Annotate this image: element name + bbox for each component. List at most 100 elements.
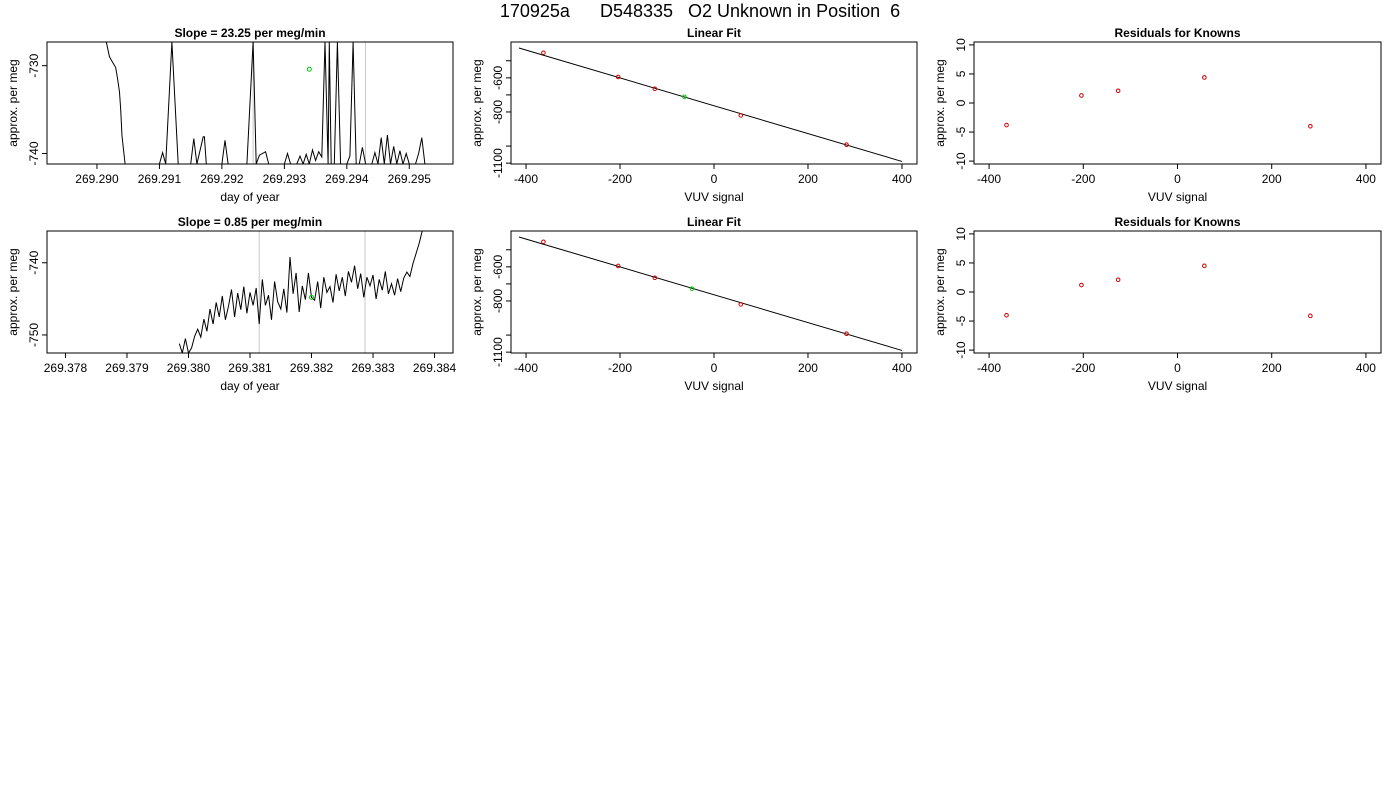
x-tick-label: 269.378 bbox=[44, 361, 88, 375]
x-tick-label: 0 bbox=[1174, 361, 1181, 375]
known-point bbox=[1115, 88, 1121, 94]
known-point bbox=[1079, 282, 1084, 288]
y-tick-label: -800 bbox=[491, 289, 505, 313]
x-tick-label: -200 bbox=[608, 172, 632, 186]
y-tick-label: -730 bbox=[27, 53, 41, 77]
highlight-point bbox=[306, 66, 312, 72]
plot-data bbox=[178, 231, 423, 353]
known-point bbox=[1004, 312, 1009, 318]
x-tick-label: -400 bbox=[514, 172, 538, 186]
plot-data bbox=[1004, 75, 1313, 129]
fit-line bbox=[518, 47, 903, 162]
page-title: 170925a D548335 O2 Unknown in Position 6 bbox=[499, 1, 901, 21]
x-axis-label: day of year bbox=[220, 379, 279, 393]
fit-line bbox=[518, 236, 903, 351]
x-tick-label: -200 bbox=[1071, 361, 1095, 375]
x-tick-label: 200 bbox=[1262, 361, 1282, 375]
known-point bbox=[844, 142, 849, 148]
known-point bbox=[652, 275, 658, 281]
x-tick-label: 269.292 bbox=[200, 172, 244, 186]
chart-title: Residuals for Knowns bbox=[1114, 26, 1240, 40]
y-axis-label: approx. per meg bbox=[6, 59, 20, 146]
y-tick-label: -750 bbox=[27, 323, 41, 347]
x-axis-label: VUV signal bbox=[684, 379, 743, 393]
known-point bbox=[652, 86, 658, 92]
known-point bbox=[1202, 75, 1207, 80]
known-point bbox=[1308, 123, 1313, 129]
y-tick-label: -740 bbox=[27, 141, 41, 165]
y-tick-label: 0 bbox=[954, 99, 968, 106]
known-point bbox=[1202, 263, 1207, 269]
x-axis-label: VUV signal bbox=[1148, 379, 1207, 393]
known-point bbox=[1115, 277, 1121, 283]
x-tick-label: 400 bbox=[1356, 361, 1376, 375]
highlight-point bbox=[309, 294, 315, 300]
x-tick-label: -200 bbox=[1071, 172, 1095, 186]
plot-frame bbox=[46, 41, 454, 165]
x-axis-label: VUV signal bbox=[1148, 190, 1207, 204]
series-line bbox=[178, 231, 423, 353]
chart-panel-4: Slope = 0.85 per meg/min 269.378 269.379 26… bbox=[6, 215, 457, 393]
known-point bbox=[541, 50, 546, 56]
known-point bbox=[615, 74, 621, 80]
unknown-point bbox=[682, 94, 687, 100]
y-tick-label: -1100 bbox=[491, 148, 505, 178]
y-tick-label: -740 bbox=[27, 250, 41, 274]
chart-panel-3: Residuals for Knowns -400 -200 0 200 400 -10 -5… bbox=[933, 26, 1382, 204]
chart-panel-2: Linear Fit -400 -200 0 200 400 -1100 -800 -600 VU… bbox=[470, 26, 918, 204]
plot-frame bbox=[510, 41, 918, 165]
x-tick-label: 0 bbox=[711, 172, 718, 186]
plot-data bbox=[518, 47, 903, 162]
known-point bbox=[1079, 93, 1084, 98]
y-tick-label: -600 bbox=[491, 66, 505, 90]
plot-frame bbox=[46, 230, 454, 354]
unknown-point bbox=[689, 286, 695, 291]
x-tick-label: 269.380 bbox=[167, 361, 211, 375]
x-tick-label: 269.295 bbox=[388, 172, 432, 186]
y-tick-label: 5 bbox=[954, 259, 968, 266]
chart-title: Slope = 0.85 per meg/min bbox=[178, 215, 322, 229]
y-tick-label: -10 bbox=[954, 152, 968, 170]
known-point bbox=[1004, 122, 1009, 128]
x-tick-label: 0 bbox=[711, 361, 718, 375]
x-tick-label: 400 bbox=[892, 172, 912, 186]
known-point bbox=[738, 302, 744, 307]
x-tick-label: 269.290 bbox=[75, 172, 119, 186]
plot-data bbox=[1004, 263, 1313, 319]
y-axis-label: approx. per meg bbox=[933, 59, 947, 146]
y-tick-label: -1100 bbox=[491, 337, 505, 367]
x-tick-label: 0 bbox=[1174, 172, 1181, 186]
x-tick-label: 200 bbox=[1262, 172, 1282, 186]
y-tick-label: 0 bbox=[954, 288, 968, 295]
y-tick-label: -5 bbox=[954, 315, 968, 326]
series-line bbox=[158, 42, 179, 164]
x-tick-label: -400 bbox=[977, 361, 1001, 375]
plot-frame bbox=[973, 41, 1382, 165]
x-tick-label: -400 bbox=[977, 172, 1001, 186]
series-line bbox=[283, 42, 367, 164]
x-tick-label: 269.381 bbox=[228, 361, 272, 375]
chart-title: Slope = 23.25 per meg/min bbox=[174, 26, 325, 40]
chart-panel-1: Slope = 23.25 per meg/min 269.290 269.291 2… bbox=[6, 26, 454, 204]
known-point bbox=[615, 263, 621, 269]
y-tick-label: 10 bbox=[954, 227, 968, 241]
x-tick-label: 200 bbox=[798, 172, 818, 186]
y-tick-label: -5 bbox=[954, 126, 968, 137]
series-line bbox=[371, 134, 426, 164]
series-line bbox=[190, 136, 210, 164]
x-tick-label: 269.379 bbox=[105, 361, 149, 375]
plot-data bbox=[518, 236, 903, 351]
x-tick-label: -200 bbox=[608, 361, 632, 375]
x-tick-label: 200 bbox=[798, 361, 818, 375]
x-tick-label: 269.293 bbox=[263, 172, 307, 186]
y-axis-label: approx. per meg bbox=[470, 248, 484, 335]
x-tick-label: 269.291 bbox=[138, 172, 182, 186]
chart-title: Linear Fit bbox=[687, 26, 741, 40]
series-line bbox=[221, 42, 272, 164]
known-point bbox=[738, 113, 744, 118]
known-point bbox=[541, 239, 546, 245]
chart-panel-5: Linear Fit -400 -200 0 200 400 -1100 -800 -600 VU… bbox=[470, 215, 918, 393]
y-tick-label: -600 bbox=[491, 255, 505, 279]
chart-panel-6: Residuals for Knowns -400 -200 0 200 400 -10 -5… bbox=[933, 215, 1382, 393]
plot-frame bbox=[973, 230, 1382, 354]
